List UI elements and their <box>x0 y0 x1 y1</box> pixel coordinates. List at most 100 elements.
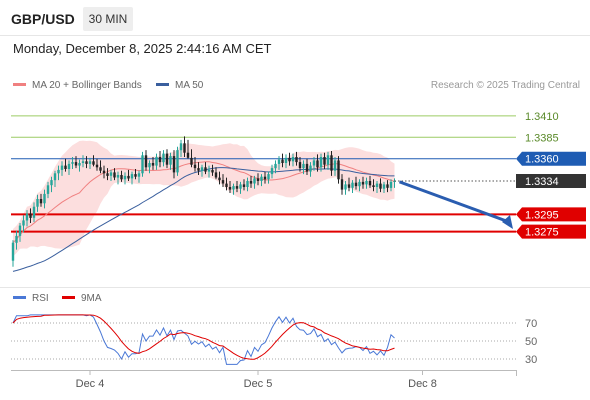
candle-body <box>88 161 92 164</box>
candle-body <box>78 163 81 166</box>
rsi-line <box>12 314 395 365</box>
candle <box>256 173 260 186</box>
candle-body <box>193 164 197 169</box>
candle <box>298 157 302 172</box>
ma9-swatch-icon <box>62 295 75 299</box>
rsi-tick-70: 70 <box>525 318 537 330</box>
x-tick-label: Dec 4 <box>76 378 105 390</box>
candle-body <box>389 181 393 188</box>
candle <box>22 215 25 233</box>
bollinger-band-area <box>13 140 395 257</box>
candle <box>78 159 81 172</box>
candle <box>263 171 267 184</box>
candle <box>172 150 176 179</box>
candle-body <box>11 242 15 261</box>
ma50-swatch-icon <box>156 82 169 86</box>
candle <box>116 171 120 185</box>
level-label-resistance-1: 1.3385 <box>525 132 559 144</box>
ma50-legend-label: MA 50 <box>175 80 204 91</box>
candle <box>197 162 200 175</box>
candle-body <box>214 172 218 178</box>
candle-body <box>326 155 330 165</box>
candle-body <box>256 178 260 181</box>
legend-rsi: RSI <box>13 293 49 304</box>
forecast-arrow-shaft <box>398 180 510 224</box>
candle <box>81 155 85 168</box>
candle-body <box>29 213 32 218</box>
candle <box>375 181 379 193</box>
level-label-support-1: 1.3295 <box>525 209 559 221</box>
candle <box>389 179 393 192</box>
timeframe-badge[interactable]: 30 MIN <box>83 7 133 31</box>
candle-body <box>263 176 267 180</box>
candle <box>358 179 361 192</box>
candle-body <box>267 174 270 180</box>
candle <box>71 157 74 169</box>
candle <box>207 165 211 178</box>
candle-body <box>358 181 361 187</box>
candle-body <box>277 159 281 164</box>
candle-body <box>379 183 382 189</box>
candle <box>288 152 291 166</box>
candle <box>46 181 50 199</box>
candle-body <box>81 161 85 163</box>
candle <box>246 177 249 192</box>
candle-body <box>302 163 305 169</box>
candle <box>361 176 365 189</box>
candle <box>25 210 29 227</box>
candle <box>295 151 298 166</box>
candle <box>130 171 134 185</box>
candle <box>85 156 88 169</box>
candle-body <box>298 162 302 169</box>
candle-body <box>176 150 179 173</box>
candle-body <box>207 169 211 172</box>
chart-datetime: Monday, December 8, 2025 2:44:16 AM CET <box>13 41 272 56</box>
rsi-legend-label: RSI <box>32 293 49 304</box>
candle <box>15 230 18 250</box>
candle-body <box>71 162 74 164</box>
candle-body <box>46 185 50 194</box>
rsi-tick-30: 30 <box>525 354 537 366</box>
candle <box>221 174 225 187</box>
candle <box>186 139 190 159</box>
legend-9ma: 9MA <box>62 293 102 304</box>
candle-body <box>323 157 326 165</box>
candle <box>242 179 246 191</box>
candle-body <box>319 157 323 168</box>
candle-body <box>239 184 242 189</box>
candle-body <box>340 179 344 190</box>
candle-body <box>354 182 358 187</box>
candle-body <box>260 176 263 181</box>
legend-ma50: MA 50 <box>156 80 203 91</box>
candle-body <box>274 163 277 169</box>
candle-body <box>25 213 29 221</box>
candle-body <box>330 155 333 171</box>
candle <box>386 180 389 193</box>
candle <box>260 174 263 187</box>
candle-body <box>158 157 162 163</box>
candle <box>106 168 109 181</box>
candle <box>88 157 92 169</box>
candle-body <box>382 184 386 189</box>
candle-body <box>337 160 340 180</box>
candle-body <box>211 169 214 173</box>
candle-body <box>295 157 298 163</box>
candle <box>165 149 169 169</box>
level-label-pivot: 1.3360 <box>525 154 559 166</box>
candle-body <box>151 163 155 166</box>
candle-body <box>368 181 372 186</box>
candle-body <box>169 156 172 165</box>
rsi-tick-50: 50 <box>525 336 537 348</box>
candle <box>109 169 113 181</box>
candle-body <box>67 163 71 169</box>
candle-body <box>50 180 53 186</box>
candle <box>169 152 172 170</box>
candle <box>323 152 326 169</box>
candle <box>281 153 284 168</box>
rsi-swatch-icon <box>13 295 26 299</box>
candle-body <box>39 199 43 204</box>
candle-body <box>361 181 365 185</box>
candle <box>183 136 186 157</box>
candle-body <box>291 157 295 162</box>
candle-body <box>15 235 18 243</box>
